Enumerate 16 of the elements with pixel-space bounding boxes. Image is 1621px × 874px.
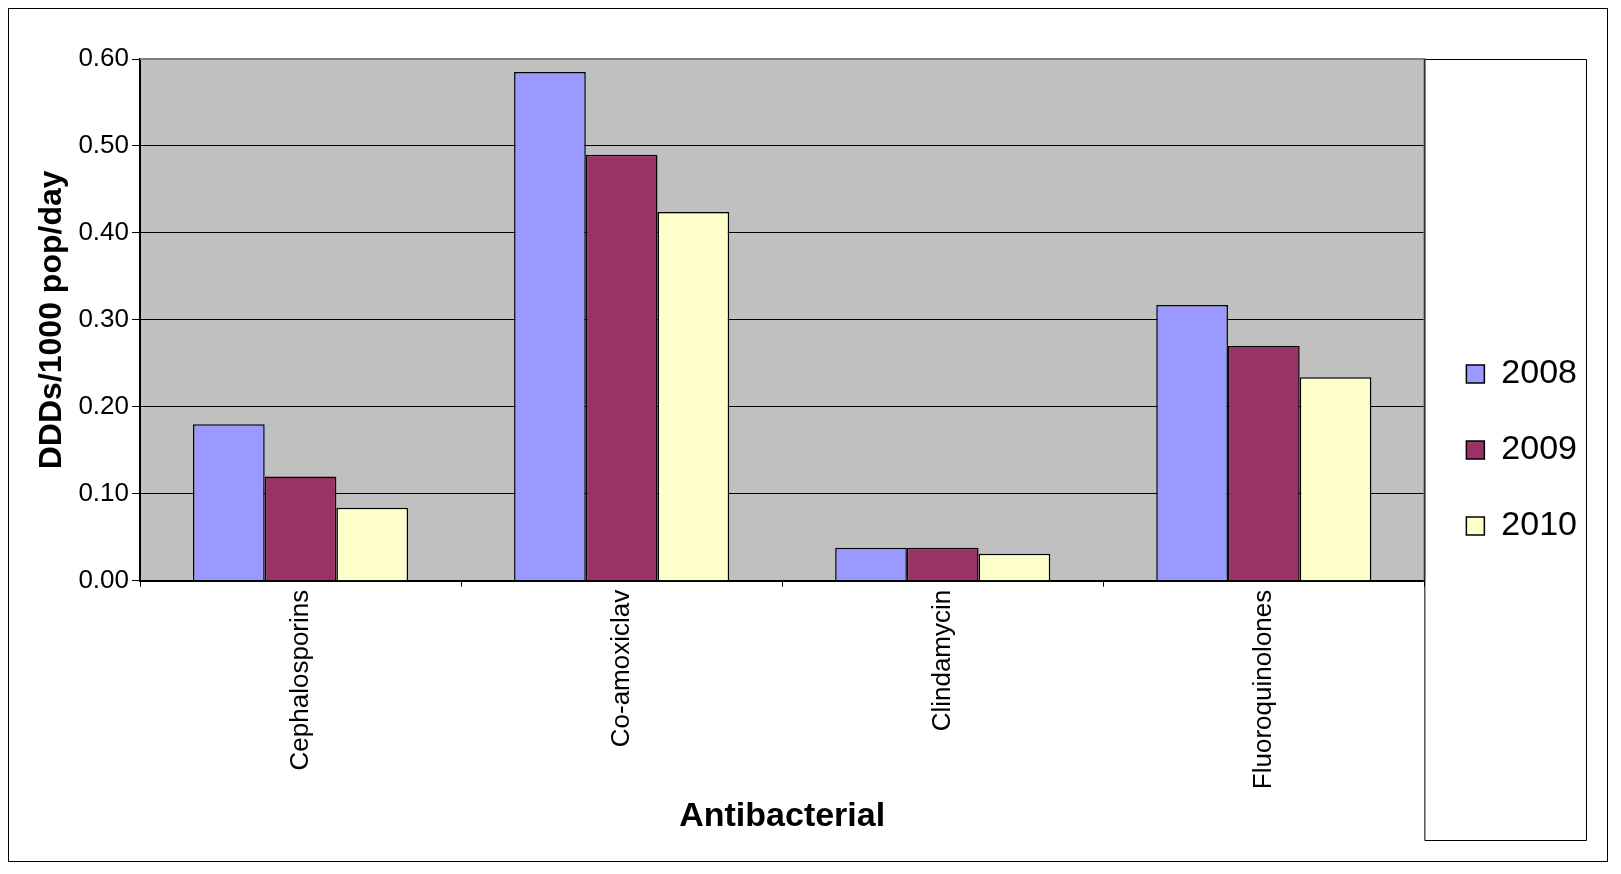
y-tick-label: 0.60 [78,42,129,73]
x-tick-label: Co-amoxiclav [604,589,635,748]
x-axis-title: Antibacterial [679,794,886,833]
y-tick-label: 0.50 [78,129,129,160]
legend-label: 2008 [1501,352,1577,391]
y-axis-title: DDDs/1000 pop/day [32,170,69,470]
x-tick-label: Cephalosporins [283,589,314,771]
legend-label: 2010 [1501,504,1577,543]
y-tick-label: 0.30 [78,303,129,334]
x-tick-label: Clindamycin [925,589,956,732]
y-tick-label: 0.40 [78,216,129,247]
y-tick-label: 0.00 [78,563,129,594]
y-tick-label: 0.20 [78,389,129,420]
x-tick-label: Fluoroquinolones [1246,589,1277,790]
y-tick-label: 0.10 [78,476,129,507]
legend-label: 2009 [1501,428,1577,467]
